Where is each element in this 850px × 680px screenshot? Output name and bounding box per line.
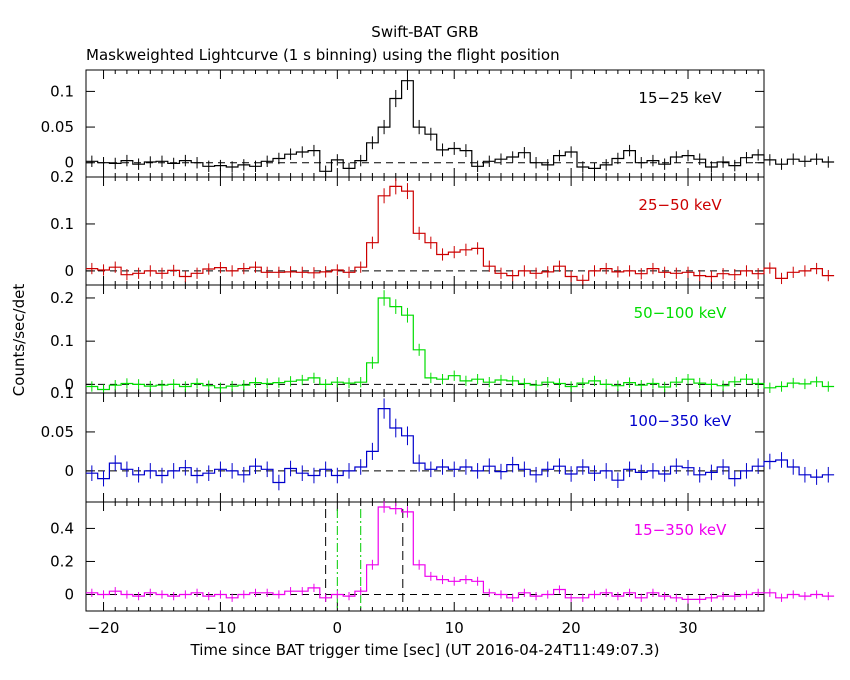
x-tick-label: 0 — [333, 619, 343, 637]
y-tick-label: 0 — [64, 462, 74, 480]
band-label: 15−25 keV — [638, 89, 722, 107]
panel-frame — [85, 176, 765, 286]
y-axis-label: Counts/sec/det — [10, 284, 28, 397]
panel-4: 0 0.05 0.1 100−350 keV — [41, 384, 835, 503]
band-label: 25−50 keV — [638, 196, 722, 214]
y-tick-label: 0.2 — [50, 168, 74, 186]
x-tick-label: 10 — [445, 619, 464, 637]
x-tick-label: 20 — [562, 619, 581, 637]
y-tick-label: 0.2 — [50, 552, 74, 570]
band-label: 15−350 keV — [634, 521, 727, 539]
lightcurve-series — [86, 297, 835, 391]
lightcurve-series — [86, 185, 835, 281]
x-tick-label: −20 — [88, 619, 120, 637]
y-tick-label: 0.1 — [50, 332, 74, 350]
x-axis-label: Time since BAT trigger time [sec] (UT 20… — [190, 641, 660, 659]
x-tick-label: −10 — [205, 619, 237, 637]
panel-3: 0 0.1 0.2 50−100 keV — [50, 284, 835, 395]
y-tick-label: 0.05 — [41, 118, 74, 136]
y-tick-label: 0.1 — [50, 82, 74, 100]
panel-frame — [85, 501, 765, 612]
lightcurve-series — [86, 80, 835, 172]
lightcurve-series — [86, 408, 835, 484]
panel-1: 0 0.05 0.1 15−25 keV — [41, 69, 835, 178]
chart-title: Swift-BAT GRB — [371, 23, 478, 41]
y-tick-label: 0.2 — [50, 289, 74, 307]
y-tick-label: 0.1 — [50, 384, 74, 402]
chart-subtitle: Maskweighted Lightcurve (1 s binning) us… — [86, 46, 560, 64]
y-tick-label: 0.05 — [41, 423, 74, 441]
panel-frame — [85, 392, 765, 503]
y-tick-label: 0 — [64, 585, 74, 603]
band-label: 100−350 keV — [629, 412, 732, 430]
panel-5: 0 0.2 0.4 15−350 keV — [50, 501, 835, 612]
y-tick-label: 0 — [64, 262, 74, 280]
x-tick-label: 30 — [678, 619, 697, 637]
band-label: 50−100 keV — [634, 304, 727, 322]
y-tick-label: 0.4 — [50, 519, 74, 537]
y-tick-label: 0 — [64, 375, 74, 393]
panel-2: 0 0.1 0.2 25−50 keV — [50, 168, 835, 286]
y-tick-label: 0.1 — [50, 215, 74, 233]
y-tick-label: 0 — [64, 154, 74, 172]
